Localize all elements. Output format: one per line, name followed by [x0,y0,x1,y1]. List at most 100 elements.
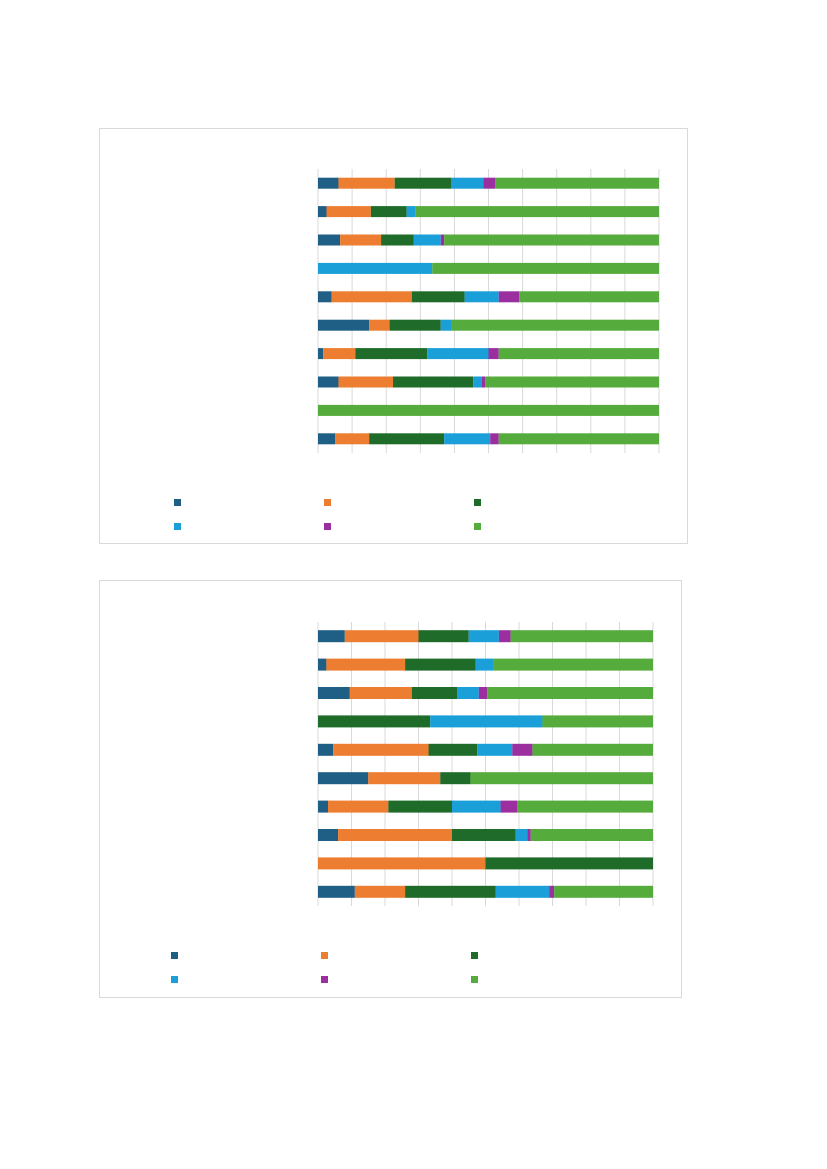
bar-segment-light_blue [495,885,550,898]
bar-segment-green [498,433,659,445]
legend-marker-blue [174,499,181,506]
bar-segment-orange [326,658,406,671]
legend-marker-green [471,976,478,983]
bar-segment-dark_green [428,743,478,756]
bar-segment-purple [512,743,533,756]
bar-segment-green [532,743,653,756]
bar-segment-green [487,687,653,699]
bar-segment-purple [549,885,555,898]
legend-marker-green [474,523,481,530]
bar-segment-blue [318,800,329,813]
bar-segment-purple [490,433,499,445]
bar-segment-blue [318,658,327,671]
bar-segment-dark_green [452,829,516,841]
bar-segment-green [415,206,659,218]
bar-segment-light_blue [473,376,482,388]
legend-marker-purple [321,976,328,983]
bar-segment-dark_green [381,234,414,246]
bar-segment-green [450,319,659,331]
legend-marker-purple [324,523,331,530]
bar-segment-dark_green [394,177,451,189]
bar-segment-light_blue [406,206,416,218]
bar-segment-dark_green [370,206,407,218]
bar-segment-orange [354,885,406,898]
bar-segment-blue [318,772,369,785]
bar-segment-green [495,177,659,189]
bar-segment-purple [500,800,518,813]
bar-segment-blue [318,206,327,218]
legend-marker-light_blue [174,523,181,530]
bar-segment-blue [318,743,334,756]
bar-segment-green [318,404,659,416]
bar-segment-orange [349,687,412,699]
bar-segment-orange [323,348,356,360]
bar-segment-orange [340,234,382,246]
bar-segment-light_blue [515,829,528,841]
chart-1-plot [174,169,660,530]
legend-marker-orange [324,499,331,506]
bar-segment-dark_green [405,885,496,898]
bar-segment-orange [369,319,390,331]
bar-segment-blue [318,829,339,841]
bar-segment-purple [478,687,488,699]
bar-segment-orange [338,829,452,841]
chart-2 [99,580,682,998]
bar-segment-green [542,715,653,728]
bar-segment-green [444,234,659,246]
bar-segment-light_blue [450,177,484,189]
bar-segment-blue [318,234,341,246]
bar-segment-light_blue [457,687,479,699]
bar-segment-light_blue [440,319,451,331]
bar-segment-purple [481,376,486,388]
bar-segment-blue [318,630,345,643]
bar-segment-dark_green [388,800,452,813]
bar-segment-green [517,800,653,813]
bar-segment-green [493,658,653,671]
bar-segment-purple [483,177,496,189]
bar-segment-light_blue [468,630,499,643]
legend-marker-orange [321,952,328,959]
bar-segment-light_blue [427,348,489,360]
bar-segment-green [510,630,653,643]
bar-segment-dark_green [369,433,445,445]
bar-segment-dark_green [411,687,458,699]
bar-segment-light_blue [430,715,543,728]
bar-segment-purple [527,829,531,841]
bar-segment-blue [318,687,350,699]
bar-segment-purple [488,348,499,360]
bar-segment-blue [318,885,355,898]
bar-segment-purple [440,234,445,246]
bar-segment-purple [498,630,511,643]
bar-segment-purple [498,291,520,303]
bar-segment-light_blue [413,234,441,246]
bar-segment-dark_green [418,630,469,643]
legend-marker-blue [171,952,178,959]
bar-segment-green [498,348,659,360]
bar-segment-blue [318,376,339,388]
bar-segment-green [530,829,653,841]
bar-segment-light_blue [475,658,494,671]
legend-marker-dark_green [471,952,478,959]
bar-segment-orange [326,206,371,218]
bar-segment-orange [318,857,486,870]
bar-segment-green [485,376,659,388]
bar-segment-dark_green [393,376,474,388]
legend-marker-light_blue [171,976,178,983]
bar-segment-dark_green [485,857,653,870]
bar-segment-orange [328,800,389,813]
chart-1 [99,128,688,544]
bar-segment-dark_green [411,291,465,303]
bar-segment-dark_green [355,348,428,360]
bar-segment-blue [318,348,324,360]
bar-segment-dark_green [318,715,431,728]
chart-2-plot [171,622,654,983]
bar-segment-light_blue [318,262,433,274]
bar-segment-orange [338,177,395,189]
bar-segment-blue [318,291,332,303]
bar-segment-green [519,291,659,303]
bar-segment-orange [331,291,412,303]
bar-segment-green [470,772,653,785]
bar-segment-blue [318,177,339,189]
bar-segment-orange [333,743,429,756]
bar-segment-dark_green [389,319,441,331]
